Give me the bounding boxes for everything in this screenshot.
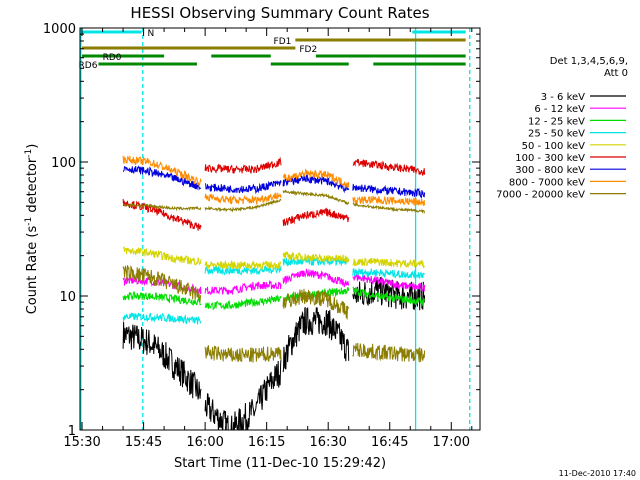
footer-timestamp: 11-Dec-2010 17:40 bbox=[559, 469, 636, 478]
chart-title: HESSI Observing Summary Count Rates bbox=[130, 4, 429, 22]
legend-label-0: 3 - 6 keV bbox=[541, 92, 585, 103]
x-tick-label-1: 15:45 bbox=[125, 435, 162, 450]
y-label-part-2: detector bbox=[25, 157, 40, 217]
legend-label-2: 12 - 25 keV bbox=[528, 116, 585, 127]
y-label-part-1: Count Rate (s bbox=[25, 226, 40, 315]
legend-label-7: 800 - 7000 keV bbox=[509, 177, 585, 188]
y-axis-label: Count Rate (s-1 detector-1) bbox=[24, 144, 40, 315]
x-tick-label-3: 16:15 bbox=[248, 435, 285, 450]
x-tick-label-6: 17:00 bbox=[433, 435, 470, 450]
y-label-part-3: ) bbox=[25, 144, 40, 149]
legend-label-4: 50 - 100 keV bbox=[522, 141, 586, 152]
series-line-6-12-kev-1 bbox=[122, 268, 426, 296]
legend-label-3: 25 - 50 keV bbox=[528, 129, 585, 140]
y-label-sup-2: -1 bbox=[24, 149, 34, 158]
legend-header-line-1: Det 1,3,4,5,6,9, bbox=[550, 56, 628, 67]
legend-label-5: 100 - 300 keV bbox=[515, 153, 585, 164]
y-label-sup-1: -1 bbox=[24, 217, 34, 226]
legend-label-1: 6 - 12 keV bbox=[534, 104, 585, 115]
status-label-rd0: RD0 bbox=[103, 53, 122, 63]
status-label-fd2: FD2 bbox=[299, 45, 317, 55]
x-tick-label-5: 16:45 bbox=[371, 435, 408, 450]
series-line-7000-20000-kev-b0 bbox=[123, 189, 426, 215]
y-tick-label-1: 10 bbox=[59, 290, 76, 305]
series-line-3-6-kev-0 bbox=[122, 276, 426, 430]
y-tick-label-3: 1000 bbox=[43, 22, 76, 37]
series-line-800-7000-kev-7 bbox=[122, 155, 426, 206]
x-tick-label-0: 15:30 bbox=[63, 435, 100, 450]
status-label-n: N bbox=[148, 29, 155, 39]
status-label-rd6: RD6 bbox=[79, 61, 98, 71]
series-line-25-50-kev-3 bbox=[122, 256, 426, 325]
series-line-12-25-kev-2 bbox=[122, 286, 425, 311]
status-label-fd1: FD1 bbox=[274, 37, 292, 47]
plot-frame bbox=[79, 27, 481, 431]
x-axis-label: Start Time (11-Dec-10 15:29:42) bbox=[174, 456, 386, 471]
legend-label-6: 300 - 800 keV bbox=[515, 165, 585, 176]
series-line-100-300-kev-5 bbox=[122, 156, 426, 231]
plot-area bbox=[80, 28, 471, 430]
series-line-300-800-kev-6 bbox=[122, 165, 426, 199]
series-line-7000-20000-kev-8 bbox=[122, 265, 426, 363]
legend-label-8: 7000 - 20000 keV bbox=[496, 190, 585, 201]
legend-header-line-2: Att 0 bbox=[604, 68, 628, 79]
y-tick-label-0: 1 bbox=[68, 424, 76, 439]
x-tick-label-4: 16:30 bbox=[309, 435, 346, 450]
y-tick-label-2: 100 bbox=[51, 156, 76, 171]
series-line-50-100-kev-4 bbox=[122, 246, 425, 271]
x-tick-label-2: 16:00 bbox=[186, 435, 223, 450]
